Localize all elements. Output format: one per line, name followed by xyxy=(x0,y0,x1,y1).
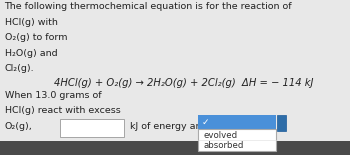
Bar xyxy=(198,129,276,151)
Text: Cl₂(g).: Cl₂(g). xyxy=(5,64,34,73)
Text: kJ of energy ar: kJ of energy ar xyxy=(130,122,199,131)
Text: O₂(g) to form: O₂(g) to form xyxy=(5,33,67,42)
Text: ✓: ✓ xyxy=(202,118,209,127)
Text: The following thermochemical equation is for the reaction of: The following thermochemical equation is… xyxy=(5,2,292,11)
Text: HCl(g) react with excess: HCl(g) react with excess xyxy=(5,106,120,115)
Text: 4HCl(g) + O₂(g) → 2H₂O(g) + 2Cl₂(g)  ΔH = − 114 kJ: 4HCl(g) + O₂(g) → 2H₂O(g) + 2Cl₂(g) ΔH =… xyxy=(54,78,314,88)
Text: H₂O(g) and: H₂O(g) and xyxy=(5,49,57,58)
Bar xyxy=(60,119,124,137)
Text: When 13.0 grams of: When 13.0 grams of xyxy=(5,91,101,100)
Text: absorbed: absorbed xyxy=(203,141,243,150)
Bar xyxy=(276,115,286,131)
Bar xyxy=(0,141,350,155)
Bar xyxy=(198,115,276,131)
Text: O₂(g),: O₂(g), xyxy=(5,122,32,131)
Text: evolved: evolved xyxy=(203,131,237,140)
Text: HCl(g) with: HCl(g) with xyxy=(5,18,57,27)
